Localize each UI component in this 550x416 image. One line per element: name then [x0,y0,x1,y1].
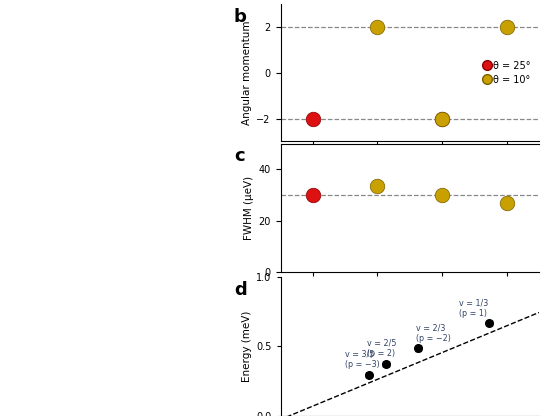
Y-axis label: FWHM (μeV): FWHM (μeV) [244,176,254,240]
Text: d: d [234,281,247,299]
Text: v = 2/3
(p = −2): v = 2/3 (p = −2) [416,323,451,343]
Text: c: c [234,147,245,166]
Point [373,183,382,189]
Point [373,24,382,30]
Point [502,24,511,30]
Text: v = 1/3
(p = 1): v = 1/3 (p = 1) [459,298,488,318]
Point [438,115,447,122]
Text: b: b [234,8,247,26]
Point [438,192,447,198]
Text: v = 3/5
(p = −3): v = 3/5 (p = −3) [345,350,380,369]
Point [438,115,447,122]
Y-axis label: Angular momentum: Angular momentum [242,20,252,125]
Point [309,115,317,122]
Point [502,200,511,206]
Legend: θ = 25°, θ = 10°: θ = 25°, θ = 10° [481,57,534,89]
Y-axis label: Energy (meV): Energy (meV) [242,311,252,382]
Point [309,192,317,198]
Text: v = 2/5
(p = 2): v = 2/5 (p = 2) [367,339,396,358]
